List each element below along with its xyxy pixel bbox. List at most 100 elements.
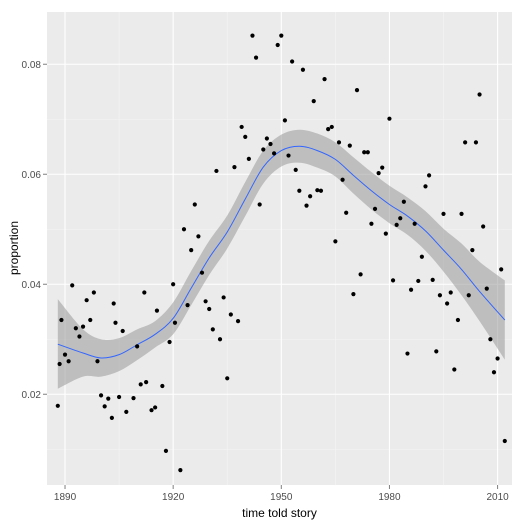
data-point xyxy=(401,199,406,204)
data-point xyxy=(387,116,392,121)
data-point xyxy=(203,299,208,304)
data-point xyxy=(372,206,378,211)
data-point xyxy=(445,301,450,306)
data-point xyxy=(221,295,226,300)
data-point xyxy=(217,337,223,342)
y-tick-label: 0.02 xyxy=(22,390,42,401)
data-point xyxy=(232,165,237,170)
data-point xyxy=(167,339,172,345)
data-point xyxy=(172,320,178,325)
data-point xyxy=(225,376,230,381)
data-point xyxy=(228,312,233,317)
data-point xyxy=(275,42,280,48)
data-point xyxy=(84,298,89,303)
data-point xyxy=(116,394,122,400)
confidence-band xyxy=(57,129,505,389)
data-point xyxy=(340,177,345,182)
data-point xyxy=(394,222,399,227)
y-tick-label: 0.08 xyxy=(22,60,42,71)
x-tick-label: 1980 xyxy=(378,492,401,503)
data-point xyxy=(185,303,190,308)
data-point xyxy=(502,438,507,444)
data-point xyxy=(149,408,154,413)
data-point xyxy=(365,150,370,155)
data-point xyxy=(131,396,136,401)
x-tick-label: 1890 xyxy=(54,492,77,503)
data-point xyxy=(138,382,143,387)
data-point xyxy=(398,216,403,221)
data-point xyxy=(405,351,410,356)
data-point xyxy=(189,248,194,253)
data-point xyxy=(488,337,493,342)
data-point xyxy=(322,77,327,82)
data-point xyxy=(109,415,114,420)
data-point xyxy=(423,184,428,189)
data-point xyxy=(491,370,497,375)
data-point xyxy=(293,167,298,172)
data-point xyxy=(66,359,71,364)
y-axis-ticks: 0.02 0.04 0.06 0.08 xyxy=(22,60,47,401)
data-point xyxy=(390,278,396,283)
data-point xyxy=(124,409,129,414)
data-point xyxy=(77,334,82,339)
data-point xyxy=(448,290,453,295)
data-point xyxy=(452,367,457,372)
data-point xyxy=(160,383,165,389)
data-point xyxy=(120,328,125,334)
data-point xyxy=(268,141,273,147)
x-axis-title: time told story xyxy=(242,506,317,520)
data-point xyxy=(441,211,446,216)
data-point xyxy=(102,404,107,409)
data-point xyxy=(481,224,486,229)
data-point xyxy=(484,286,489,291)
data-point xyxy=(257,202,262,207)
data-point xyxy=(329,124,334,130)
data-point xyxy=(196,234,201,239)
data-point xyxy=(73,326,78,331)
data-point xyxy=(55,403,60,408)
data-point xyxy=(499,267,504,272)
data-point xyxy=(495,356,500,361)
data-point xyxy=(111,301,116,306)
data-point xyxy=(434,349,439,354)
major-gridlines xyxy=(47,12,512,485)
data-point xyxy=(336,140,342,145)
data-point xyxy=(286,153,291,158)
data-point xyxy=(333,239,338,244)
data-point xyxy=(383,231,388,236)
data-point xyxy=(98,393,104,398)
data-point xyxy=(354,88,360,93)
data-point xyxy=(282,118,288,123)
data-point xyxy=(473,140,479,145)
x-tick-label: 1950 xyxy=(270,492,293,503)
data-point xyxy=(95,359,100,364)
data-point xyxy=(358,272,363,277)
data-point xyxy=(318,188,324,193)
data-point xyxy=(470,248,475,253)
data-point xyxy=(347,143,352,148)
data-point xyxy=(246,156,251,161)
data-point xyxy=(106,396,111,401)
y-axis-title: proportion xyxy=(7,221,21,275)
data-point xyxy=(207,306,212,312)
data-point xyxy=(463,140,468,145)
y-tick-label: 0.06 xyxy=(22,170,42,181)
data-point xyxy=(144,380,149,385)
data-point xyxy=(80,324,86,329)
x-tick-label: 2010 xyxy=(486,492,509,503)
data-point xyxy=(300,67,306,72)
data-point xyxy=(62,352,68,357)
x-tick-label: 1920 xyxy=(162,492,185,503)
data-point xyxy=(369,221,374,226)
data-point xyxy=(239,124,244,130)
data-point xyxy=(113,320,118,325)
data-point xyxy=(308,194,313,199)
data-point xyxy=(408,287,414,292)
data-point xyxy=(250,33,255,38)
data-point xyxy=(477,92,482,97)
data-point xyxy=(376,171,381,176)
data-point xyxy=(261,147,266,152)
data-point xyxy=(178,468,183,473)
data-point xyxy=(57,361,62,367)
data-point xyxy=(380,165,385,170)
